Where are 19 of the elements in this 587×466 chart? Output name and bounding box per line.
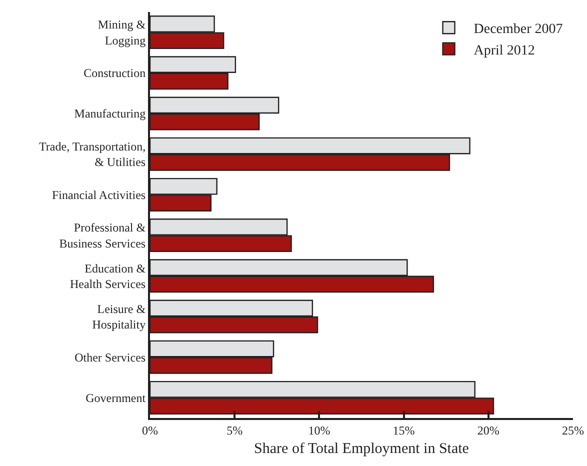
y-tick-label: Construction xyxy=(84,66,146,80)
x-tick-label: 15% xyxy=(392,423,415,438)
y-tick-label: Mining & Logging xyxy=(98,18,146,48)
y-tick-label: Other Services xyxy=(74,350,146,364)
y-tick-label: Financial Activities xyxy=(52,188,146,202)
x-tick-label: 0% xyxy=(142,423,158,438)
y-tick-label: Manufacturing xyxy=(74,106,146,121)
x-tick-label: 5% xyxy=(226,423,243,438)
y-tick-label: Leisure & Hospitality xyxy=(92,302,146,332)
y-tick-label: Education & Health Services xyxy=(70,261,146,291)
x-axis-title: Share of Total Employment in State xyxy=(254,440,470,457)
y-tick-label: Trade, Transportation, & Utilities xyxy=(39,140,146,170)
y-tick-label: Government xyxy=(86,390,146,405)
x-tick-label: 20% xyxy=(477,423,500,438)
legend-label: December 2007 xyxy=(474,22,563,38)
x-tick-label: 10% xyxy=(308,423,330,438)
legend-label: April 2012 xyxy=(474,43,535,58)
x-tick-label: 25% xyxy=(562,423,584,438)
y-tick-label: Professional & Business Services xyxy=(59,220,146,250)
